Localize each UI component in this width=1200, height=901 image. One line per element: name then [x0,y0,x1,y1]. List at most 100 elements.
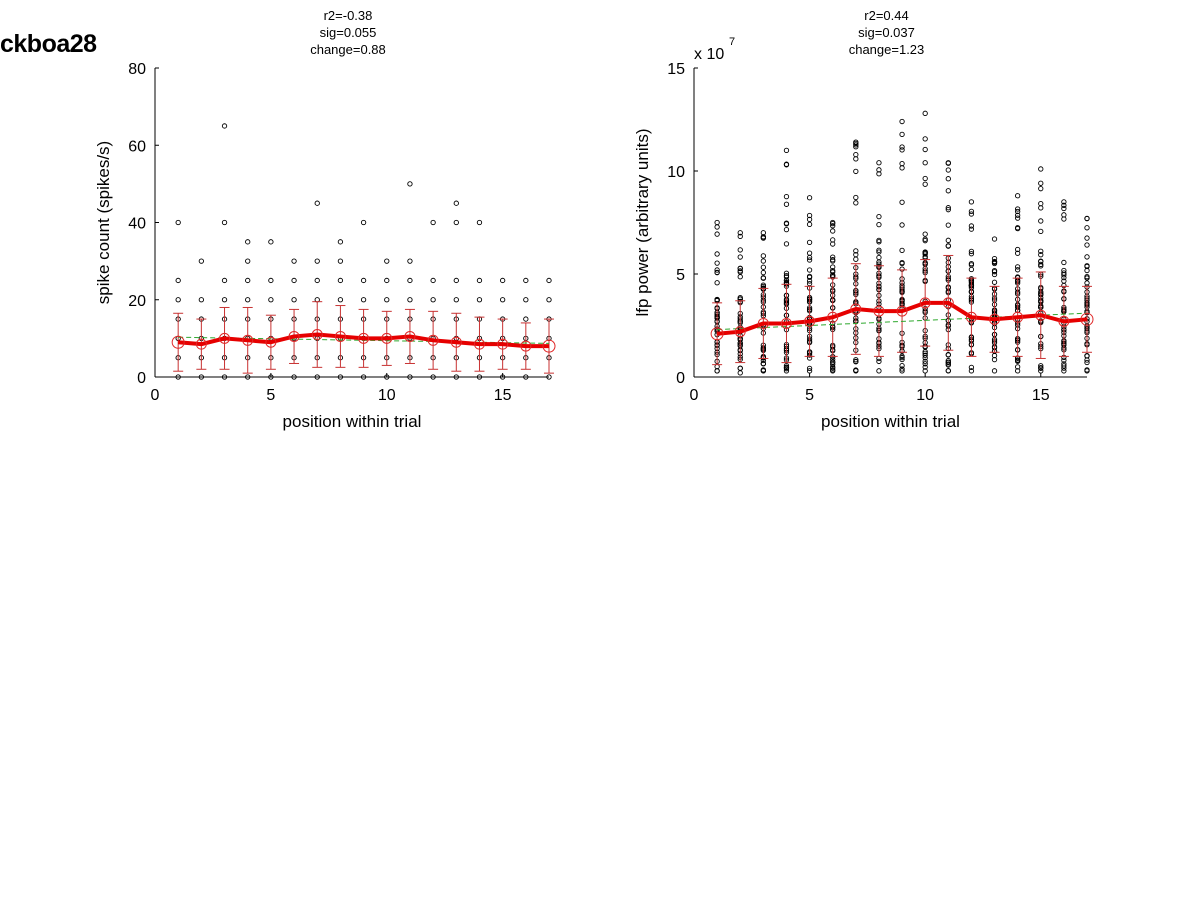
data-point [714,269,720,276]
data-point [830,367,836,373]
data-point [876,171,882,177]
spike-count-panel: 0 5 10 15 0 20 40 60 80 position within trial spik… [94,8,556,431]
data-point [175,374,181,380]
data-point [783,368,790,374]
data-point [523,316,529,322]
data-point [945,176,951,182]
data-point [876,368,882,374]
data-point [945,205,951,211]
data-point [453,374,459,380]
mean-line [716,300,1088,336]
data-point [853,367,859,373]
data-point [945,222,951,228]
y-tick-label: 10 [667,164,685,181]
data-point [1014,225,1021,232]
data-point [337,277,344,284]
mean-marker [873,305,885,317]
mean-marker [219,332,231,344]
data-point [830,223,836,229]
data-point [291,374,297,380]
data-point [853,357,859,363]
data-point [968,223,975,229]
data-point [1084,280,1090,286]
data-point [268,297,274,303]
data-point [806,195,813,201]
data-point [830,228,836,234]
x-axis-label: position within trial [283,412,422,431]
data-point [991,368,998,374]
data-point [245,297,251,303]
data-point [1061,267,1067,274]
data-point [175,219,181,226]
data-point [830,359,836,365]
data-point [876,358,882,365]
data-point [737,370,743,376]
data-point [922,350,928,356]
data-point [1014,246,1021,253]
data-point [360,219,367,226]
data-point [899,222,905,228]
x-tick-label: 0 [151,387,160,404]
data-point [922,238,928,244]
mean-marker [989,313,1001,325]
data-point [806,257,813,263]
data-point [1061,202,1067,208]
data-point [407,181,413,187]
data-point [899,165,905,171]
data-point [360,277,367,284]
data-point [899,259,905,266]
data-point [853,256,859,262]
mean-marker [780,317,792,329]
data-point [1084,275,1090,281]
mean-line [178,332,549,349]
data-point [453,297,459,303]
chart-title-line: r2=-0.38 [324,8,373,23]
data-point [991,279,998,285]
data-point [737,269,743,275]
x-tick-label: 15 [1032,387,1050,404]
mean-marker [427,334,439,346]
data-point [1084,353,1090,359]
data-point [968,251,975,257]
mean-marker [288,330,300,342]
y-tick-label: 20 [128,293,146,310]
y-axis-label: lfp power (arbitrary units) [633,128,652,316]
data-point [899,247,905,253]
mean-marker [171,335,185,349]
data-point [476,297,483,303]
data-point [1061,212,1067,218]
data-point [968,364,975,371]
data-point [899,131,905,138]
data-point [499,374,506,380]
data-point [760,361,767,367]
data-point [1084,254,1090,260]
data-point [499,277,506,284]
data-point [968,226,975,232]
data-point [783,220,790,226]
mean-marker [311,329,323,341]
x-tick-label: 5 [266,387,275,404]
data-point [899,363,905,369]
data-point [737,254,743,260]
data-point [991,236,998,242]
data-point [876,167,882,173]
mean-marker [1012,311,1024,323]
data-point [1014,206,1021,212]
data-point [1061,278,1067,284]
y-tick-label: 80 [128,61,146,78]
mean-marker [919,297,931,309]
data-point [922,231,928,237]
data-point [783,363,790,369]
data-point [830,258,836,264]
data-point [1061,365,1067,371]
data-point [221,297,228,303]
y-axis-label: spike count (spikes/s) [94,141,113,304]
data-point [291,277,297,284]
data-point [899,147,905,153]
mean-marker [450,336,462,348]
data-point [853,144,859,150]
x-tick-label: 5 [805,387,814,404]
data-point [737,230,743,236]
data-point [221,219,228,226]
data-point [945,237,951,243]
